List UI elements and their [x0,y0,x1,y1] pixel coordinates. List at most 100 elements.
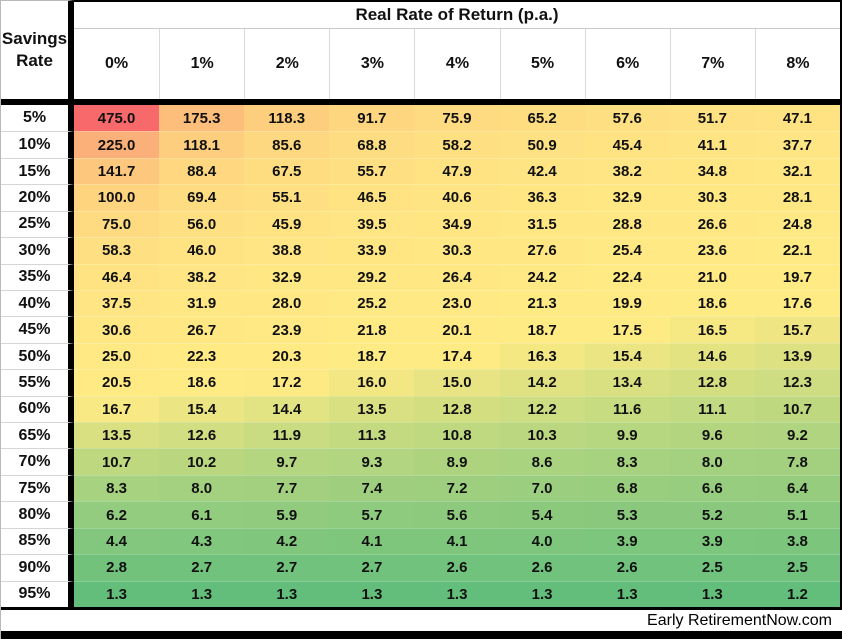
data-cell: 34.8 [669,157,755,185]
data-cell: 8.0 [669,448,755,475]
data-cell: 225.0 [74,131,160,158]
data-cell: 28.1 [754,184,840,211]
row-header-16: 85% [1,527,74,555]
data-cell: 10.7 [74,448,160,475]
row-header-4: 25% [1,210,74,238]
data-cell: 8.0 [159,474,245,502]
table-row: 10% 225.0 118.1 85.6 68.8 58.2 50.9 45.4 41.1 37.… [1,131,842,158]
data-cell: 32.1 [754,157,840,185]
data-cell: 2.6 [584,554,670,581]
data-cell: 6.2 [74,501,160,528]
data-cell: 69.4 [159,184,245,211]
data-cell: 2.6 [499,554,585,581]
table-row: 85% 4.4 4.3 4.2 4.1 4.1 4.0 3.9 3.9 3.8 [1,527,842,555]
table-body: 5% 475.0 175.3 118.3 91.7 75.9 65.2 57.6 51.7 47.… [1,105,842,608]
data-cell: 12.8 [669,369,755,396]
data-cell: 18.6 [669,289,755,317]
row-cells: 16.7 15.4 14.4 13.5 12.8 12.2 11.6 11.1 10.7 [74,395,842,423]
data-cell: 19.9 [584,289,670,317]
data-cell: 18.6 [159,369,245,396]
data-cell: 6.1 [159,501,245,528]
col-header-5: 5% [499,29,585,99]
data-cell: 1.3 [329,580,415,608]
data-cell: 1.3 [669,580,755,608]
col-header-2: 2% [244,29,329,99]
row-header-6: 35% [1,263,74,290]
data-cell: 141.7 [74,157,160,185]
data-cell: 13.9 [754,342,840,370]
data-cell: 37.5 [74,289,160,317]
row-cells: 13.5 12.6 11.9 11.3 10.8 10.3 9.9 9.6 9.2 [74,422,842,449]
data-cell: 2.7 [159,554,245,581]
data-cell: 28.0 [244,289,330,317]
row-header-5: 30% [1,237,74,264]
data-cell: 50.9 [499,131,585,158]
table-row: 45% 30.6 26.7 23.9 21.8 20.1 18.7 17.5 16.5 15.7 [1,316,842,343]
data-cell: 14.6 [669,342,755,370]
data-cell: 9.7 [244,448,330,475]
data-cell: 34.9 [414,210,500,238]
data-cell: 15.4 [584,342,670,370]
table-row: 65% 13.5 12.6 11.9 11.3 10.8 10.3 9.9 9.6 9.2 [1,422,842,449]
table-row: 25% 75.0 56.0 45.9 39.5 34.9 31.5 28.8 26.6 24.8 [1,210,842,238]
data-cell: 5.4 [499,501,585,528]
data-cell: 16.3 [499,342,585,370]
data-cell: 8.9 [414,448,500,475]
table-row: 40% 37.5 31.9 28.0 25.2 23.0 21.3 19.9 18.6 17.6 [1,289,842,317]
data-cell: 12.8 [414,395,500,423]
data-cell: 31.9 [159,289,245,317]
data-cell: 1.2 [754,580,840,608]
data-cell: 1.3 [499,580,585,608]
table-row: 70% 10.7 10.2 9.7 9.3 8.9 8.6 8.3 8.0 7.8 [1,448,842,475]
data-cell: 46.4 [74,263,160,290]
data-cell: 58.2 [414,131,500,158]
table-row: 5% 475.0 175.3 118.3 91.7 75.9 65.2 57.6 51.7 47.… [1,105,842,132]
data-cell: 58.3 [74,237,160,264]
data-cell: 33.9 [329,237,415,264]
data-cell: 68.8 [329,131,415,158]
data-cell: 24.8 [754,210,840,238]
data-cell: 17.2 [244,369,330,396]
data-cell: 21.8 [329,316,415,343]
data-cell: 7.0 [499,474,585,502]
data-cell: 4.1 [414,527,500,555]
data-cell: 10.2 [159,448,245,475]
data-cell: 26.4 [414,263,500,290]
row-header-12: 65% [1,422,74,449]
data-cell: 88.4 [159,157,245,185]
data-cell: 2.7 [244,554,330,581]
data-cell: 6.4 [754,474,840,502]
data-cell: 17.4 [414,342,500,370]
data-cell: 100.0 [74,184,160,211]
data-cell: 38.2 [584,157,670,185]
data-cell: 5.2 [669,501,755,528]
row-cells: 46.4 38.2 32.9 29.2 26.4 24.2 22.4 21.0 19.7 [74,263,842,290]
data-cell: 1.3 [159,580,245,608]
data-cell: 4.1 [329,527,415,555]
data-cell: 175.3 [159,105,245,132]
data-cell: 22.1 [754,237,840,264]
data-cell: 17.6 [754,289,840,317]
data-cell: 41.1 [669,131,755,158]
data-cell: 20.3 [244,342,330,370]
data-cell: 9.3 [329,448,415,475]
table-footer: Early RetirementNow.com [1,607,842,639]
row-header-18: 95% [1,580,74,608]
col-header-4: 4% [414,29,499,99]
row-cells: 475.0 175.3 118.3 91.7 75.9 65.2 57.6 51.7 47.1 [74,105,842,132]
data-cell: 5.1 [754,501,840,528]
data-cell: 28.8 [584,210,670,238]
row-cells: 8.3 8.0 7.7 7.4 7.2 7.0 6.8 6.6 6.4 [74,474,842,502]
row-cells: 10.7 10.2 9.7 9.3 8.9 8.6 8.3 8.0 7.8 [74,448,842,475]
data-cell: 5.7 [329,501,415,528]
data-cell: 14.2 [499,369,585,396]
row-header-15: 80% [1,501,74,528]
table-header: Savings Rate Real Rate of Return (p.a.) … [1,0,842,105]
row-header-2: 15% [1,157,74,185]
data-cell: 10.8 [414,422,500,449]
data-cell: 5.6 [414,501,500,528]
data-cell: 23.6 [669,237,755,264]
header-right: Real Rate of Return (p.a.) 0% 1% 2% 3% 4% 5% 6… [74,0,842,99]
data-cell: 65.2 [499,105,585,132]
data-cell: 30.3 [669,184,755,211]
